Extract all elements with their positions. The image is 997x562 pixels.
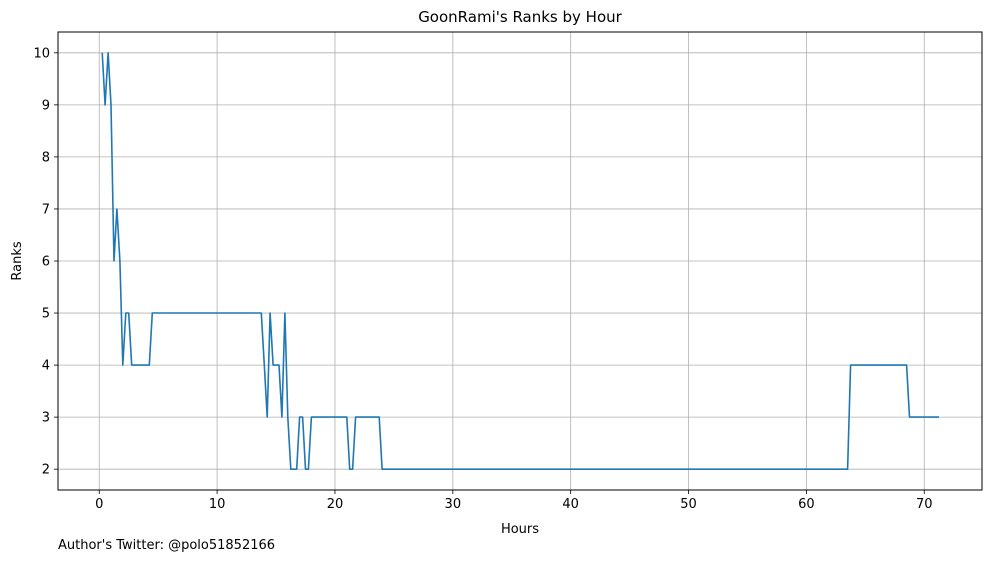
y-tick-label: 8: [42, 150, 50, 165]
y-tick-label: 10: [33, 46, 50, 61]
y-tick-label: 9: [42, 98, 50, 113]
x-axis-ticks: 0 10 20 30 40 50 60 70: [95, 490, 933, 512]
x-axis-label: Hours: [501, 522, 539, 537]
y-tick-label: 2: [42, 463, 50, 478]
y-axis-label: Ranks: [10, 241, 25, 280]
rank-series-line: [101, 51, 939, 471]
x-tick-label: 40: [562, 497, 579, 512]
x-tick-label: 10: [209, 497, 226, 512]
x-tick-label: 20: [327, 497, 344, 512]
x-tick-label: 30: [445, 497, 462, 512]
grid-lines: [58, 32, 982, 490]
x-tick-label: 0: [95, 497, 103, 512]
y-tick-label: 4: [42, 359, 50, 374]
y-tick-label: 3: [42, 411, 50, 426]
y-axis-ticks: 2 3 4 5 6 7 8 9 10: [33, 46, 58, 478]
x-tick-label: 70: [916, 497, 933, 512]
x-tick-label: 50: [680, 497, 697, 512]
y-tick-label: 7: [42, 202, 50, 217]
chart-title: GoonRami's Ranks by Hour: [418, 8, 622, 26]
y-tick-label: 5: [42, 307, 50, 322]
y-tick-label: 6: [42, 255, 50, 270]
x-tick-label: 60: [798, 497, 815, 512]
author-twitter-note: Author's Twitter: @polo51852166: [58, 538, 276, 553]
